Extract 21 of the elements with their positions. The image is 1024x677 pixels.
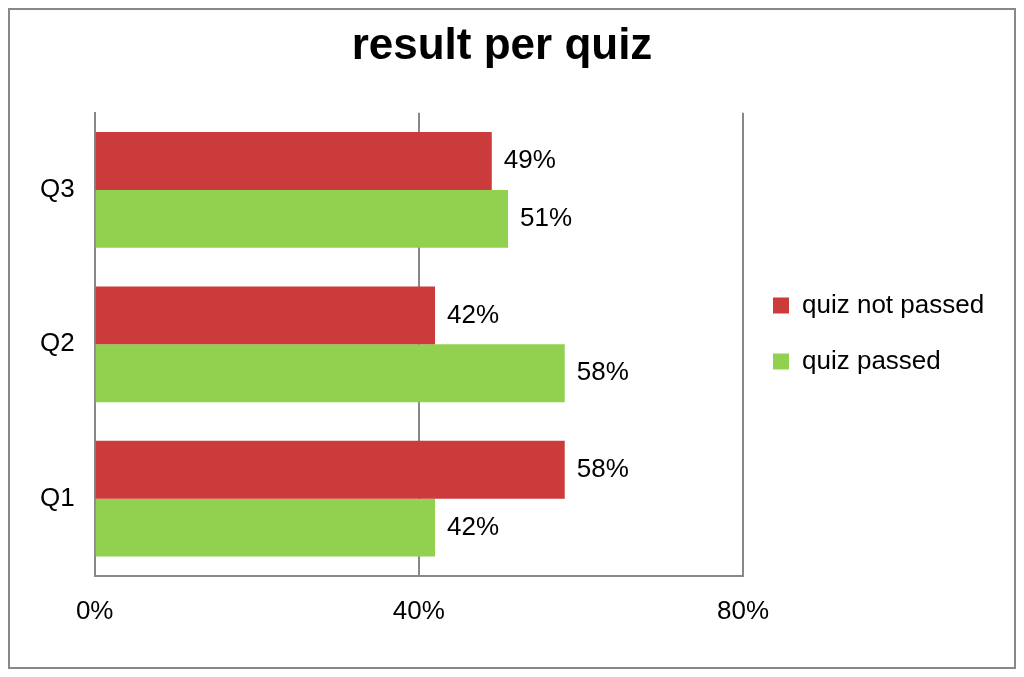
- x-tick-label: 80%: [716, 594, 770, 625]
- bar: [95, 344, 565, 403]
- data-label: 49%: [503, 144, 556, 175]
- data-label: 58%: [576, 452, 629, 483]
- bar: [95, 189, 508, 248]
- data-label: 42%: [447, 510, 500, 541]
- x-tick-label: 40%: [392, 594, 445, 625]
- legend-label: quiz not passed: [802, 288, 985, 319]
- data-label: 42%: [447, 298, 500, 329]
- bar: [95, 286, 436, 345]
- bar: [95, 132, 492, 190]
- bar: [95, 498, 436, 557]
- y-tick-label: Q1: [40, 481, 75, 512]
- y-tick-label: Q2: [40, 327, 75, 358]
- x-tick-label: 0%: [75, 594, 114, 625]
- bar: [95, 440, 565, 499]
- data-label: 58%: [576, 356, 629, 387]
- y-tick-label: Q3: [40, 173, 75, 204]
- legend-label: quiz passed: [802, 344, 941, 375]
- chart-title: result per quiz: [351, 18, 653, 68]
- data-label: 51%: [519, 202, 573, 233]
